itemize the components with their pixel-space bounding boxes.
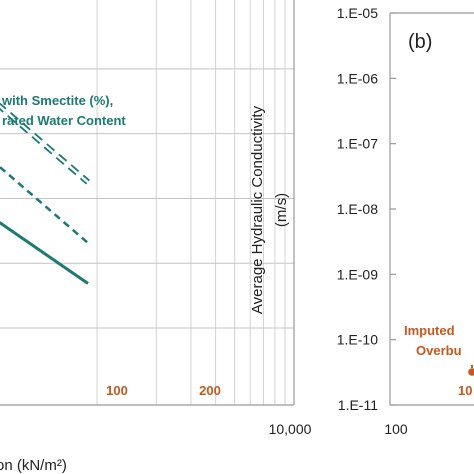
- panel-a-legend-fragment-1: with Smectite (%),: [1, 93, 113, 108]
- panel-b-annotation-line1: Imputed: [404, 323, 455, 338]
- panel-a-legend-fragment-2: rated Water Content: [2, 113, 126, 128]
- panel-b-annotation-line2: Overbu: [416, 343, 462, 358]
- panel-a-point-label-200: 200: [199, 383, 221, 398]
- panel-b-y-tick-label: 1.E-11: [338, 397, 378, 413]
- panel-b-point-label: 10: [458, 383, 472, 398]
- panel-b-orange-marker: [468, 368, 474, 376]
- panel-b-y-tick-label: 1.E-06: [337, 70, 378, 86]
- panel-b-ylabel-line1: Average Hydraulic Conductivity: [249, 105, 266, 314]
- panel-b-x-tick-100: 100: [384, 421, 408, 437]
- panel-b-y-ticks: 1.E-05 1.E-06 1.E-07 1.E-08 1.E-09 1.E-10 1.E-…: [337, 5, 396, 413]
- panel-b-y-tick-label: 1.E-05: [337, 5, 378, 21]
- panel-a-x-tick-10000: 10,000: [269, 421, 312, 437]
- panel-b: 1.E-05 1.E-06 1.E-07 1.E-08 1.E-09 1.E-10 1.E-…: [249, 5, 474, 437]
- panel-a-series: [0, 102, 90, 285]
- panel-b-ylabel-line2: (m/s): [273, 193, 290, 227]
- panel-a: with Smectite (%), rated Water Content 1…: [0, 0, 312, 474]
- panel-a-series-solid: [0, 221, 89, 285]
- panel-b-y-tick-label: 1.E-10: [337, 332, 378, 348]
- panel-a-point-label-100: 100: [106, 383, 128, 398]
- panel-b-y-tick-label: 1.E-08: [337, 201, 378, 217]
- panel-b-y-tick-label: 1.E-09: [337, 266, 378, 282]
- panel-a-gridlines: [0, 0, 294, 405]
- panel-a-series-dashed: [0, 165, 89, 244]
- panel-a-xlabel-fragment: on (kN/m²): [0, 457, 67, 474]
- panel-b-y-tick-label: 1.E-07: [337, 136, 378, 152]
- panel-b-label: (b): [408, 31, 432, 53]
